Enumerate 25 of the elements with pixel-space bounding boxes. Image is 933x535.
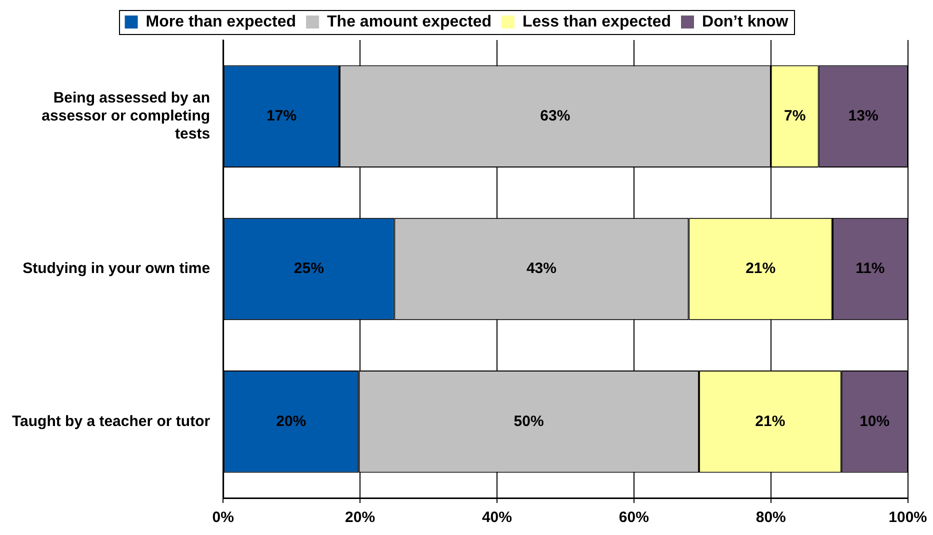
legend-label: More than expected — [146, 13, 296, 30]
data-label: 11% — [856, 260, 885, 278]
data-label: 20% — [276, 412, 306, 430]
y-tick-label: Taught by a teacher or tutor — [12, 412, 210, 430]
data-label: 43% — [526, 260, 556, 278]
y-tick-label: Studying in your own time — [22, 260, 210, 278]
data-label: 10% — [860, 412, 890, 430]
y-tick-label: Being assessed by an assessor or completing tests — [42, 89, 210, 142]
x-tick-label: 0% — [212, 509, 234, 526]
data-label: 21% — [755, 412, 786, 430]
data-label: 50% — [514, 412, 544, 430]
data-label: 17% — [266, 107, 297, 124]
x-tick-label: 40% — [482, 509, 512, 526]
data-label: 13% — [848, 107, 878, 124]
legend-label: Less than expected — [522, 13, 672, 30]
x-tick-label: 60% — [618, 509, 649, 526]
x-tick-label: 20% — [345, 509, 376, 526]
x-tick-label: 100% — [888, 509, 928, 526]
data-label: 25% — [294, 260, 324, 278]
data-label: 7% — [784, 107, 806, 124]
data-label: 21% — [746, 260, 776, 278]
x-tick-label: 80% — [756, 509, 786, 526]
legend-label: The amount expected — [327, 13, 492, 30]
data-label: 63% — [540, 107, 570, 124]
legend-label: Don’t know — [702, 13, 789, 30]
